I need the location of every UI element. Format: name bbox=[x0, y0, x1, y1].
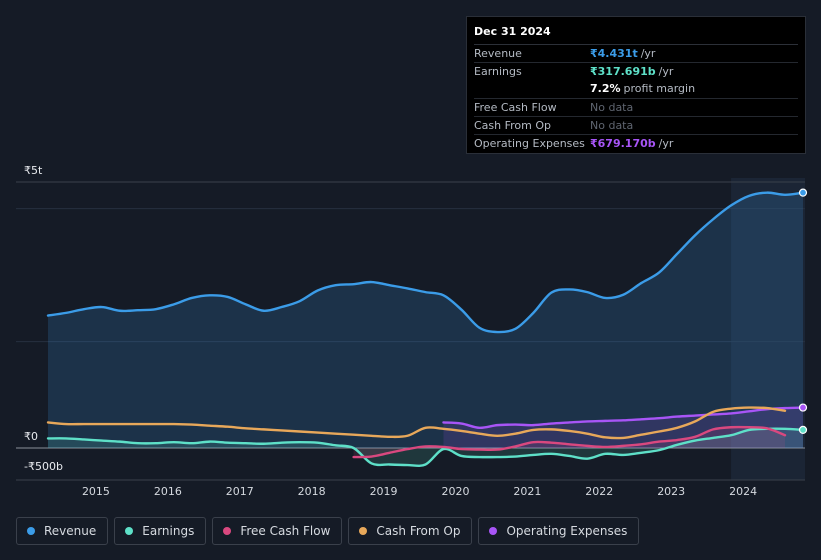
x-tick-label: 2023 bbox=[657, 485, 685, 498]
free-cash-flow-line bbox=[352, 425, 787, 459]
operating-expenses-endpoint bbox=[798, 403, 808, 412]
earnings-line bbox=[46, 427, 805, 468]
x-tick-label: 2020 bbox=[441, 485, 469, 498]
cash-from-op-line bbox=[46, 406, 787, 440]
earnings-area bbox=[48, 428, 803, 466]
legend-dot-icon bbox=[359, 527, 368, 535]
legend-dot-icon bbox=[223, 527, 232, 535]
legend-item-cash-from-op[interactable]: Cash From Op bbox=[348, 517, 473, 545]
x-tick-label: 2022 bbox=[585, 485, 613, 498]
tooltip-row-label: Earnings bbox=[474, 65, 522, 79]
legend-dot-icon bbox=[125, 527, 134, 535]
tooltip-row-unit: /yr bbox=[640, 47, 656, 61]
tooltip-row-value: No data bbox=[590, 118, 634, 132]
tooltip-row-label: Free Cash Flow bbox=[474, 100, 557, 114]
x-tick-label: 2015 bbox=[82, 485, 110, 498]
chart-lines bbox=[46, 188, 808, 468]
legend-item-operating-expenses[interactable]: Operating Expenses bbox=[478, 517, 640, 545]
tooltip-row-value: 7.2% bbox=[590, 82, 621, 96]
tooltip-row-label: Cash From Op bbox=[474, 118, 552, 132]
legend-dot-icon bbox=[27, 527, 35, 535]
x-tick-label: 2019 bbox=[370, 485, 398, 498]
tooltip-row: Operating Expenses ₹679.170b/yr bbox=[474, 133, 798, 152]
tooltip-row-value: ₹679.170b bbox=[590, 137, 656, 151]
earnings-endpoint bbox=[798, 425, 808, 435]
x-axis-labels: 2015 2016 2017 2018 2019 2020 2021 2022 2023 2024 bbox=[82, 485, 757, 498]
y-tick-label: -₹500b bbox=[24, 460, 63, 473]
y-tick-label: ₹0 bbox=[24, 430, 38, 443]
tooltip-row-value: ₹4.431t bbox=[590, 47, 638, 61]
legend-dot-icon bbox=[489, 527, 498, 535]
tooltip-row: Free Cash Flow No data bbox=[474, 97, 798, 116]
x-tick-label: 2021 bbox=[513, 485, 541, 498]
x-tick-label: 2024 bbox=[729, 485, 757, 498]
legend-item-revenue[interactable]: Revenue bbox=[16, 517, 109, 545]
x-tick-label: 2017 bbox=[226, 485, 254, 498]
legend-label: Cash From Op bbox=[376, 524, 461, 538]
legend-label: Operating Expenses bbox=[506, 524, 628, 538]
legend-label: Earnings bbox=[142, 524, 195, 538]
tooltip-row: Cash From Op No data bbox=[474, 115, 798, 134]
legend-label: Free Cash Flow bbox=[240, 524, 331, 538]
y-tick-label: ₹5t bbox=[24, 164, 43, 177]
tooltip-row-unit: profit margin bbox=[623, 82, 696, 96]
tooltip-row: Earnings ₹317.691b/yr bbox=[474, 62, 798, 80]
tooltip-date: Dec 31 2024 bbox=[474, 25, 551, 38]
tooltip-row-value: ₹317.691b bbox=[590, 65, 656, 79]
revenue-area bbox=[48, 192, 803, 448]
tooltip-row-value: No data bbox=[590, 100, 634, 114]
revenue-line bbox=[46, 191, 805, 334]
data-tooltip: Dec 31 2024 Revenue ₹4.431t/yr Earnings ₹31… bbox=[466, 16, 806, 154]
legend-label: Revenue bbox=[44, 524, 97, 538]
free-cash-flow-area bbox=[353, 427, 786, 458]
revenue-endpoint bbox=[798, 188, 808, 197]
x-tick-label: 2018 bbox=[298, 485, 326, 498]
y-axis-labels: ₹5t ₹0 -₹500b bbox=[24, 164, 63, 473]
legend-item-earnings[interactable]: Earnings bbox=[114, 517, 207, 545]
legend-item-free-cash-flow[interactable]: Free Cash Flow bbox=[212, 517, 343, 545]
tooltip-row-label: Operating Expenses bbox=[474, 137, 585, 151]
chart-legend: Revenue Earnings Free Cash Flow Cash From O… bbox=[16, 517, 645, 545]
tooltip-row: 7.2% profit margin bbox=[474, 80, 798, 97]
tooltip-row-unit: /yr bbox=[658, 137, 674, 151]
tooltip-row-unit: /yr bbox=[658, 65, 674, 79]
tooltip-row-label: Revenue bbox=[474, 47, 522, 61]
operating-expenses-line bbox=[442, 406, 805, 429]
x-tick-label: 2016 bbox=[154, 485, 182, 498]
tooltip-row: Revenue ₹4.431t/yr bbox=[474, 44, 798, 62]
